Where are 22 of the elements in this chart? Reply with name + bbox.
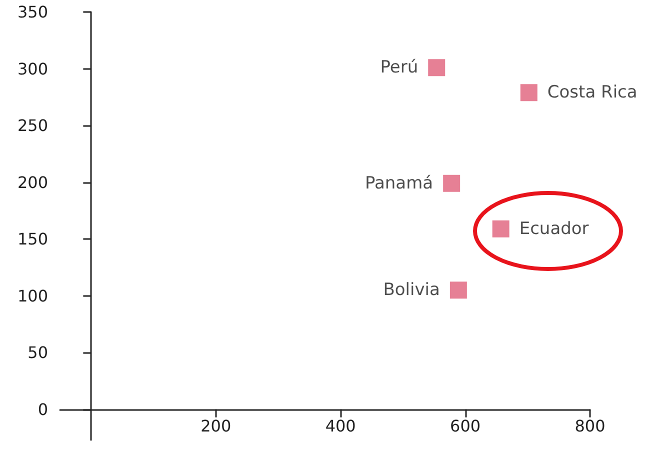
y-tick-label: 350 (17, 2, 48, 22)
y-tick-label: 250 (17, 116, 48, 136)
x-tick-label: 600 (450, 416, 481, 436)
series-label: Bolivia (383, 280, 440, 300)
point (428, 59, 446, 76)
y-tick-label: 50 (28, 343, 48, 362)
x-tick-label: 800 (574, 416, 606, 436)
y-tick-label: 300 (17, 59, 48, 78)
y-tick-label: 100 (17, 286, 48, 306)
point (492, 220, 510, 238)
series-label: Perú (380, 58, 418, 78)
y-tick-label: 0 (38, 400, 48, 419)
y-tick-label: 150 (17, 230, 48, 249)
point (443, 174, 460, 192)
series-label: Panamá (365, 173, 434, 194)
y-tick-label: 200 (17, 172, 48, 192)
series-label: Ecuador (519, 218, 589, 239)
point (520, 84, 538, 102)
x-tick-label: 200 (200, 416, 232, 436)
x-tick-label: 400 (325, 416, 356, 436)
series-label: Costa Rica (547, 82, 638, 103)
point (450, 282, 467, 299)
